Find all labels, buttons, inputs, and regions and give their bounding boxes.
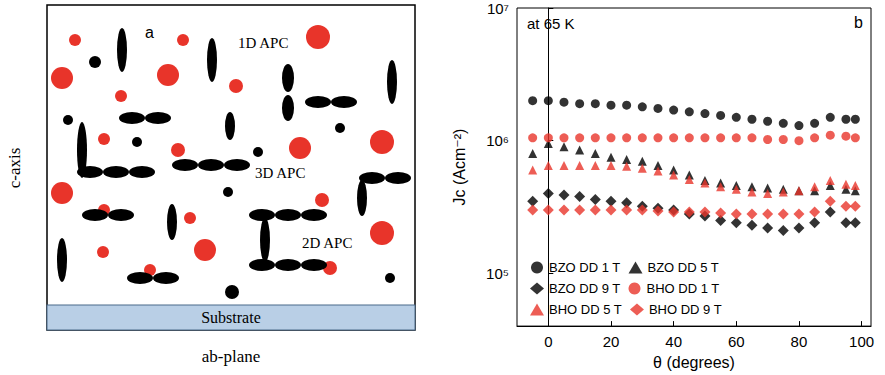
svg-text:BHO DD 1 T: BHO DD 1 T [647,281,720,296]
svg-text:80: 80 [791,333,808,350]
svg-text:BHO DD 9 T: BHO DD 9 T [649,302,722,317]
svg-text:10⁵: 10⁵ [486,265,509,282]
svg-text:10⁶: 10⁶ [486,132,509,149]
svg-text:at 65 K: at 65 K [527,15,575,32]
svg-text:a: a [145,24,154,41]
svg-text:BHO DD 5 T: BHO DD 5 T [549,302,622,317]
svg-text:BZO DD 5 T: BZO DD 5 T [648,260,719,275]
svg-text:c-axis: c-axis [5,148,24,189]
svg-text:Substrate: Substrate [201,309,261,326]
svg-text:2D APC: 2D APC [302,235,352,251]
svg-text:10⁷: 10⁷ [487,0,509,17]
svg-text:3D APC: 3D APC [255,165,305,181]
svg-text:100: 100 [849,333,874,350]
svg-text:40: 40 [665,333,682,350]
svg-text:Jc (Acm⁻²): Jc (Acm⁻²) [451,129,468,206]
svg-text:20: 20 [603,333,620,350]
svg-text:60: 60 [728,333,745,350]
svg-text:ab-plane: ab-plane [202,347,261,366]
svg-text:1D APC: 1D APC [238,35,288,51]
svg-text:BZO DD 1 T: BZO DD 1 T [549,260,620,275]
svg-text:0: 0 [544,333,552,350]
svg-text:b: b [854,14,863,31]
svg-text:BZO DD 9 T: BZO DD 9 T [549,281,620,296]
svg-text:θ (degrees): θ (degrees) [653,354,735,371]
